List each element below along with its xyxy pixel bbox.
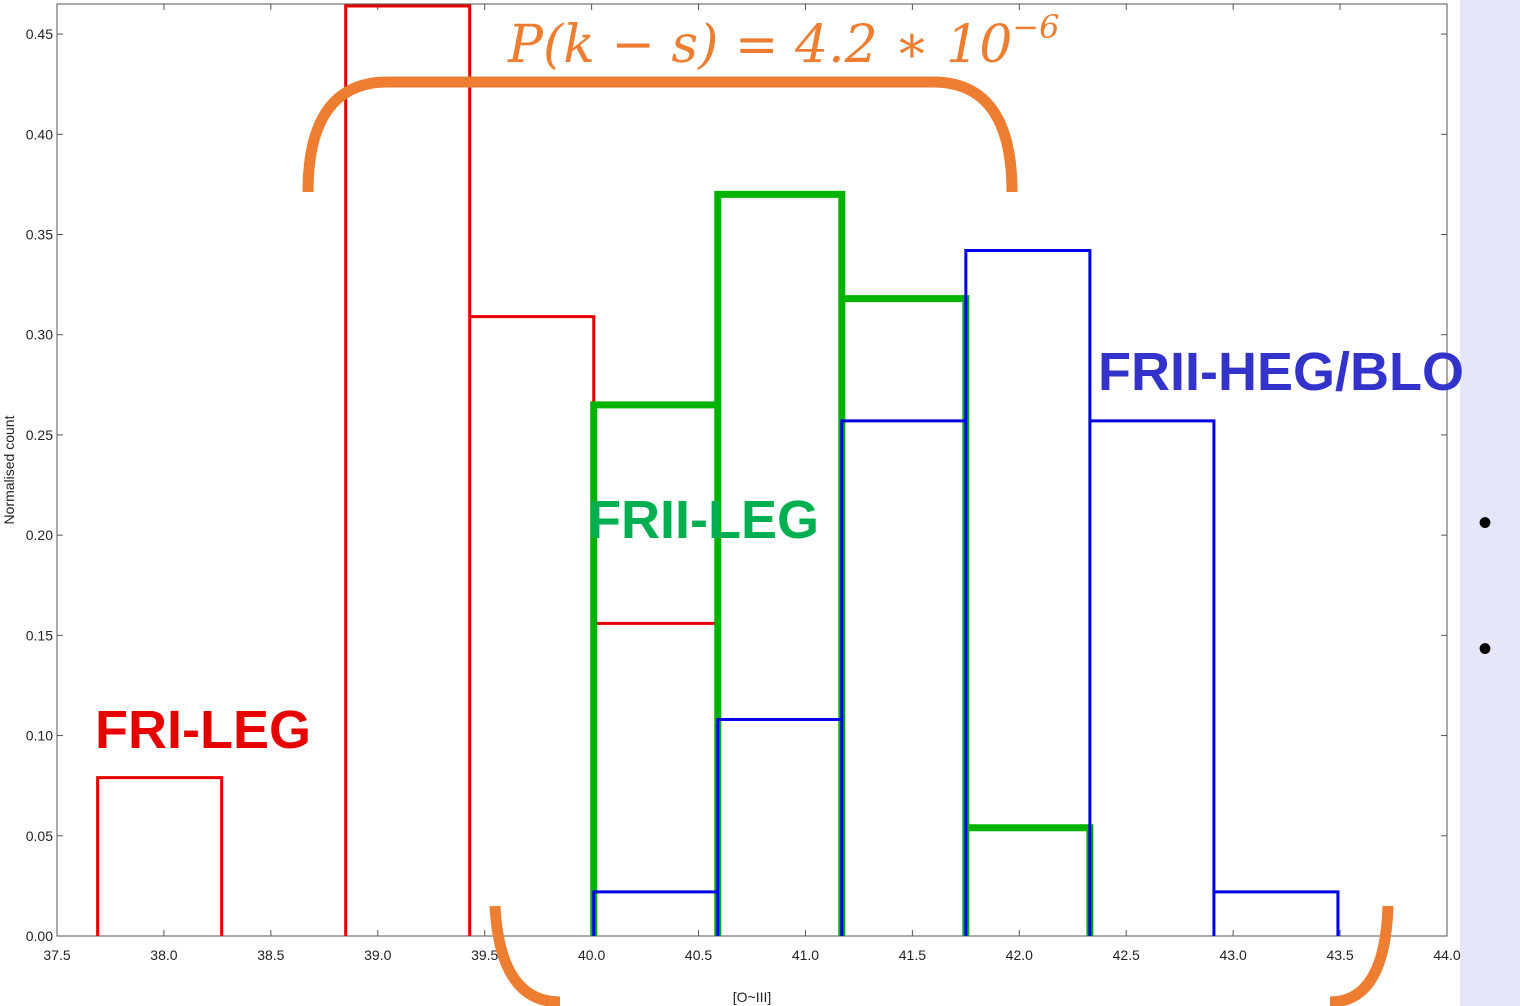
y-tick-label: 0.05	[26, 828, 53, 844]
x-tick-label: 39.5	[471, 947, 498, 963]
x-tick-label: 44.0	[1433, 947, 1460, 963]
right-panel	[1460, 0, 1520, 1006]
x-tick-label: 38.5	[257, 947, 284, 963]
x-tick-label: 42.0	[1006, 947, 1033, 963]
top-bracket	[302, 76, 1018, 193]
y-tick-label: 0.10	[26, 728, 53, 744]
y-axis-title: Normalised count	[1, 415, 17, 524]
bullet-1: •	[1478, 501, 1492, 545]
x-tick-label: 41.0	[792, 947, 819, 963]
x-tick-label: 40.0	[578, 947, 605, 963]
x-axis-title: [O~III]	[733, 989, 772, 1005]
x-tick-label: 42.5	[1113, 947, 1140, 963]
y-tick-label: 0.25	[26, 427, 53, 443]
x-axis: 37.5 38.0 38.5 39.0 39.5 40.0 40.5 41.0 41.5 42.0…	[43, 4, 1461, 963]
x-tick-label: 40.5	[685, 947, 712, 963]
label-frii-heg-blo: FRII-HEG/BLO	[1098, 342, 1464, 402]
series-frii-leg-bars	[590, 190, 1094, 936]
plot-frame	[56, 3, 1448, 937]
x-tick-label: 43.5	[1326, 947, 1353, 963]
series-layer	[96, 4, 1340, 936]
series-frii-heg-blo-bars	[592, 249, 1340, 936]
bullet-2: •	[1478, 627, 1492, 671]
bottom-bracket	[489, 905, 1394, 1006]
label-fri-leg: FRI-LEG	[95, 700, 311, 760]
y-tick-label: 0.00	[26, 928, 53, 944]
x-tick-label: 41.5	[899, 947, 926, 963]
x-tick-label: 37.5	[43, 947, 70, 963]
series-fri-leg-bars	[96, 4, 720, 936]
label-frii-leg: FRII-LEG	[588, 490, 819, 550]
y-axis: 0.00 0.05 0.10 0.15 0.20 0.25 0.30 0.35 0.40 0.45	[26, 26, 1447, 944]
y-tick-label: 0.20	[26, 527, 53, 543]
y-tick-label: 0.35	[26, 226, 53, 242]
x-tick-label: 39.0	[364, 947, 391, 963]
x-tick-label: 38.0	[150, 947, 177, 963]
y-tick-label: 0.40	[26, 126, 53, 142]
x-tick-label: 43.0	[1220, 947, 1247, 963]
y-tick-label: 0.30	[26, 327, 53, 343]
y-tick-label: 0.15	[26, 627, 53, 643]
formula-annotation: P(k − s) = 4.2 ∗ 10−6	[507, 8, 1059, 75]
y-tick-label: 0.45	[26, 26, 53, 42]
